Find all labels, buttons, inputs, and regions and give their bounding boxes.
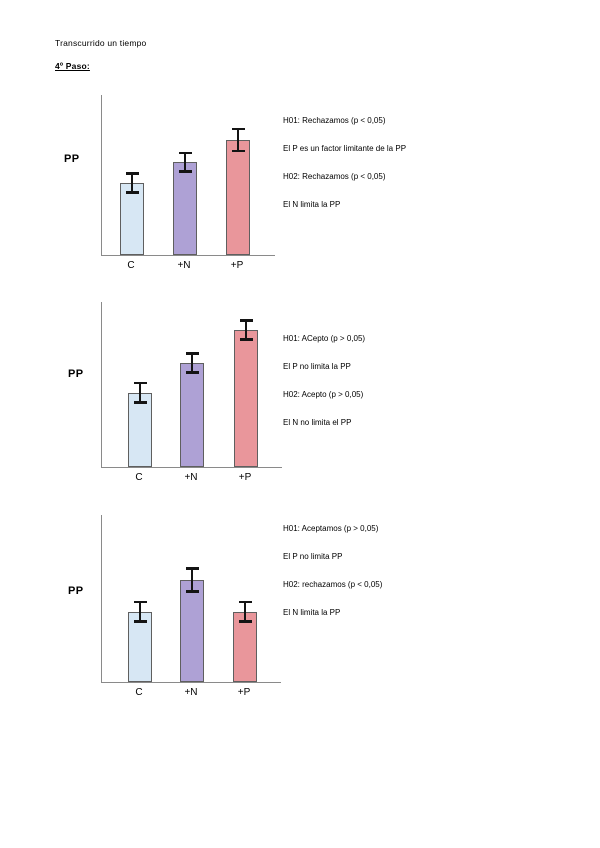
x-tick-label: +N xyxy=(177,260,191,271)
step-heading: 4º Paso: xyxy=(55,61,90,71)
x-tick-label: +P xyxy=(238,472,252,483)
x-tick-label: +N xyxy=(184,687,198,698)
annotations-chart-1: H01: Rechazamos (p < 0,05) El P es un fa… xyxy=(283,107,406,219)
annotation-line: El P no limita PP xyxy=(283,552,343,561)
bar-+P xyxy=(233,611,257,682)
annotation-line: El N no limita el PP xyxy=(283,418,352,427)
annotation-line: El P es un factor limitante de la PP xyxy=(283,144,407,153)
x-tick-label: C xyxy=(135,472,143,483)
error-bar xyxy=(231,127,245,152)
annotation-line: H02: rechazamos (p < 0,05) xyxy=(283,580,383,589)
error-bar xyxy=(238,600,252,623)
error-bar xyxy=(185,567,199,593)
bar-C xyxy=(128,611,152,682)
annotation-line: H01: Rechazamos (p < 0,05) xyxy=(283,116,386,125)
bar-C xyxy=(128,392,152,467)
intro-text: Transcurrido un tiempo xyxy=(55,38,147,48)
y-axis-label: PP xyxy=(68,368,84,380)
annotation-line: H01: ACepto (p > 0,05) xyxy=(283,334,366,343)
plot-area xyxy=(101,95,275,256)
annotation-line: El N limita la PP xyxy=(283,608,341,617)
annotations-chart-3: H01: Aceptamos (p > 0,05) El P no limita… xyxy=(283,515,382,627)
bar-+N xyxy=(180,363,204,467)
x-tick-label: +P xyxy=(230,260,244,271)
error-bar xyxy=(239,319,253,341)
annotations-chart-2: H01: ACepto (p > 0,05) El P no limita la… xyxy=(283,325,365,437)
error-bar xyxy=(133,381,147,404)
bar-C xyxy=(120,183,144,255)
x-tick-label: C xyxy=(127,260,135,271)
error-bar xyxy=(125,172,139,194)
bar-+N xyxy=(180,580,204,682)
bar-chart-3: PP C +N +P xyxy=(68,515,281,698)
x-tick-label: +N xyxy=(184,472,198,483)
x-tick-label: C xyxy=(135,687,143,698)
bar-+N xyxy=(173,162,197,255)
bar-chart-1: PP C +N +P xyxy=(64,95,275,271)
plot-area xyxy=(101,515,281,683)
x-axis-labels: C +N +P xyxy=(101,260,275,276)
bar-+P xyxy=(226,139,250,255)
error-bar xyxy=(133,600,147,623)
y-axis-label: PP xyxy=(68,585,84,597)
error-bar xyxy=(185,352,199,374)
annotation-line: H02: Rechazamos (p < 0,05) xyxy=(283,172,386,181)
y-axis-label: PP xyxy=(64,153,80,165)
annotation-line: El N limita la PP xyxy=(283,200,341,209)
annotation-line: H02: Acepto (p > 0,05) xyxy=(283,390,364,399)
bar-+P xyxy=(234,330,258,467)
x-axis-labels: C +N +P xyxy=(101,687,281,703)
plot-area xyxy=(101,302,282,468)
bar-chart-2: PP C +N +P xyxy=(68,302,282,483)
annotation-line: H01: Aceptamos (p > 0,05) xyxy=(283,524,379,533)
annotation-line: El P no limita la PP xyxy=(283,362,351,371)
x-tick-label: +P xyxy=(237,687,251,698)
x-axis-labels: C +N +P xyxy=(101,472,282,488)
error-bar xyxy=(178,151,192,173)
